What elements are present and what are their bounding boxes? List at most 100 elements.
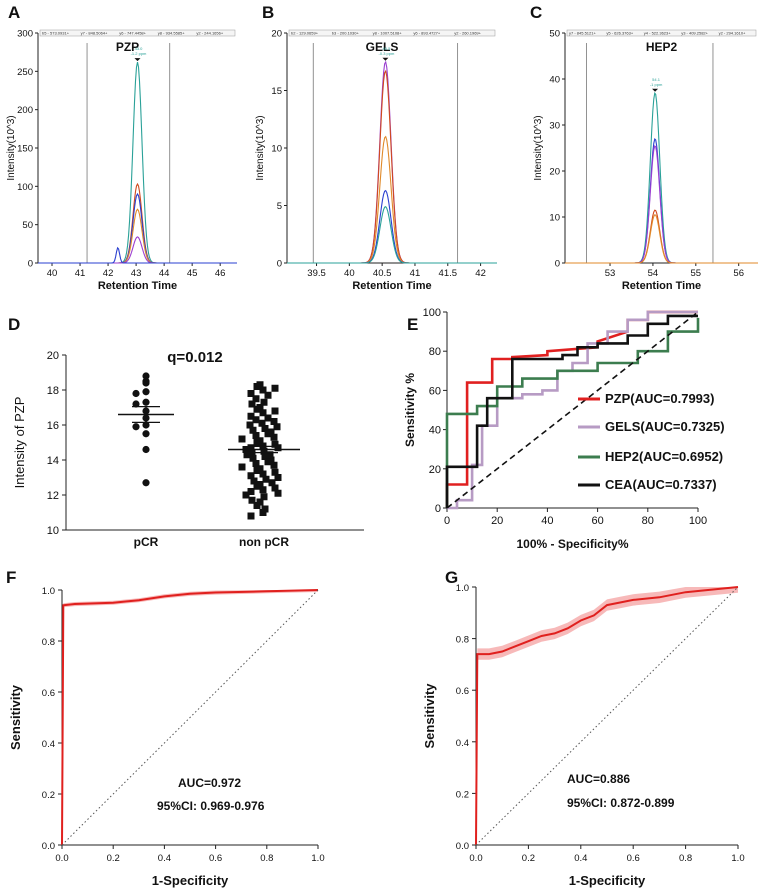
series-line	[38, 62, 237, 264]
panel-label: C	[530, 3, 542, 22]
y-tick-label: 100	[423, 307, 441, 319]
x-tick-label: 0	[444, 515, 450, 527]
data-point	[271, 407, 279, 415]
x-tick-label: 0.8	[260, 853, 273, 864]
panel-label: F	[6, 568, 16, 587]
y-tick-label: 20	[271, 29, 282, 40]
y-tick-label: 10	[549, 213, 560, 224]
data-point	[248, 400, 256, 408]
data-point	[142, 430, 150, 438]
data-point	[264, 458, 272, 466]
y-axis-label: Sensitivity	[422, 683, 437, 749]
peak-note: 54.1	[652, 77, 661, 82]
data-point	[266, 451, 274, 459]
roc-panel-f: F 0.0 0.2 0.4 0.6 0.8 1.0 0.0 0.2 0.4 0.6 0.8 1.0 1-S…	[6, 568, 325, 888]
series-line	[38, 208, 237, 264]
peak-marker	[382, 57, 389, 61]
data-point	[142, 398, 150, 406]
y-tick-label: 100	[17, 182, 33, 193]
series-line	[565, 214, 758, 264]
data-point	[247, 512, 255, 520]
x-tick-label: non pCR	[239, 535, 289, 549]
data-point	[252, 432, 260, 439]
peak-note: 43.0	[135, 46, 144, 51]
data-point	[242, 491, 250, 499]
peak-note: -0.3 ppm	[379, 51, 395, 56]
y-tick-label: 300	[17, 29, 33, 40]
series-line	[38, 192, 237, 264]
legend-entry: y2 - 260.1969+	[454, 31, 481, 36]
peak-note: -1.2 ppm	[131, 51, 147, 56]
y-tick-label: 200	[17, 105, 33, 116]
y-tick-label: 40	[429, 425, 441, 437]
x-tick-label: 42	[103, 268, 114, 279]
data-point	[253, 467, 261, 474]
data-point	[260, 398, 268, 406]
series-line	[475, 586, 739, 846]
y-tick-label: 12	[47, 490, 59, 502]
panel-label: A	[8, 3, 20, 22]
y-tick-label: 10	[271, 144, 282, 155]
data-point	[253, 502, 261, 509]
x-tick-label: 41.5	[439, 268, 458, 279]
x-tick-label: 46	[215, 268, 226, 279]
chart-title: PZP	[116, 40, 139, 54]
reference-line	[475, 586, 739, 846]
chart-title: GELS	[366, 40, 399, 54]
data-point	[238, 435, 246, 443]
x-tick-label: 0.2	[522, 853, 535, 864]
scatter-panel-d: D 10 12 14 16 18 20 Intensity of PZP q=0.012 pCR n…	[8, 315, 364, 549]
legend-entry: y2 - 244.1656+	[196, 31, 223, 36]
data-point	[252, 416, 260, 424]
x-tick-label: 0.4	[574, 853, 587, 864]
data-point	[253, 482, 261, 490]
series-line	[445, 317, 700, 508]
x-tick-label: 0.4	[158, 853, 171, 864]
data-point	[238, 463, 246, 471]
y-tick-label: 20	[549, 167, 560, 178]
peak-marker	[652, 88, 659, 92]
legend-entry: b5 - 573.0931+	[42, 31, 70, 36]
data-point	[259, 409, 267, 417]
x-tick-label: 54	[648, 268, 659, 279]
chromatogram-panel-c: Cy7 - 845.5121+ y5 - 626.3763+ y4 - 522.36…	[530, 3, 758, 292]
x-tick-label: 1.0	[731, 853, 744, 864]
data-point	[264, 391, 272, 399]
x-tick-label: 100	[689, 515, 707, 527]
y-tick-label: 0.4	[42, 739, 55, 750]
roc-panel-e: E 0 20 40 60 80 100 0 20 40 60 80 100 100% - Specific…	[403, 307, 725, 551]
y-tick-label: 50	[22, 220, 33, 231]
x-tick-label: 40.5	[373, 268, 392, 279]
y-tick-label: 5	[277, 201, 282, 212]
y-tick-label: 0.0	[456, 841, 469, 852]
y-tick-label: 0.8	[42, 637, 55, 648]
y-tick-label: 80	[429, 346, 441, 358]
data-point	[247, 444, 255, 452]
ci-label: 95%CI: 0.969-0.976	[157, 799, 265, 813]
data-point	[132, 389, 140, 398]
auc-label: AUC=0.886	[567, 772, 630, 786]
y-tick-label: 0	[277, 259, 282, 270]
data-point	[270, 461, 278, 469]
legend: b5 - 573.0931+ y7 - 848.5064+ y6 - 747.445…	[39, 29, 236, 37]
x-axis-label: 1-Specificity	[569, 873, 646, 888]
x-tick-label: 40	[541, 515, 553, 527]
x-tick-label: 40	[47, 268, 58, 279]
data-point	[247, 390, 255, 397]
legend-entry: y8 - 1007.5108+	[373, 31, 403, 36]
y-tick-label: 0.0	[42, 841, 55, 852]
legend-entry: GELS(AUC=0.7325)	[605, 419, 725, 434]
x-tick-label: 41	[410, 268, 421, 279]
legend-entry: y5 - 626.3763+	[606, 31, 633, 36]
y-tick-label: 1.0	[456, 583, 469, 594]
x-axis-label: Retention Time	[622, 280, 701, 292]
x-tick-label: 44	[159, 268, 170, 279]
data-point	[260, 493, 268, 501]
y-tick-label: 15	[271, 86, 282, 97]
peak-note: -1 ppm	[650, 82, 663, 87]
data-point	[271, 384, 279, 392]
y-tick-label: 20	[429, 464, 441, 476]
x-tick-label: 80	[642, 515, 654, 527]
y-tick-label: 0	[435, 503, 441, 515]
x-tick-label: 42	[475, 268, 486, 279]
